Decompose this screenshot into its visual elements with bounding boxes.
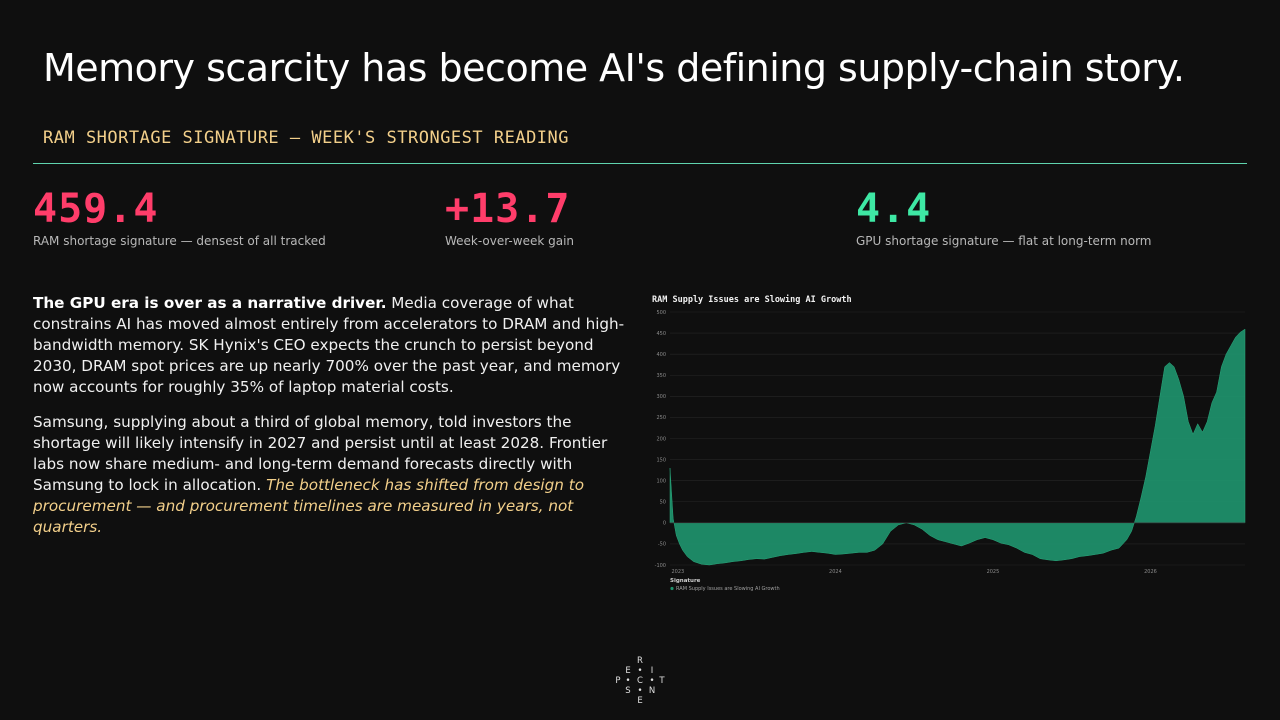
kpi-week-gain: +13.7 Week-over-week gain <box>445 186 574 248</box>
logo-letter-p: P <box>615 676 621 686</box>
logo-letter-e2: E <box>637 696 643 706</box>
paragraph-2: Samsung, supplying about a third of glob… <box>33 412 633 538</box>
x-tick-label: 2025 <box>987 569 1000 575</box>
kpi-gpu-value: 4.4 <box>856 186 932 232</box>
paragraph-1-text: Media coverage of what constrains AI has… <box>33 294 625 396</box>
kpi-gpu-caption: GPU shortage signature — flat at long-te… <box>856 234 1152 248</box>
kpi-gain-caption: Week-over-week gain <box>445 234 575 248</box>
y-tick-label: 150 <box>656 457 666 463</box>
y-tick-label: 200 <box>656 436 666 442</box>
y-tick-label: -50 <box>658 542 666 548</box>
ram-supply-chart: RAM Supply Issues are Slowing AI Growth -… <box>648 290 1248 595</box>
logo-letter-n: N <box>648 686 656 696</box>
logo-letter-s: S <box>625 686 631 696</box>
kpi-ram-caption: RAM shortage signature — densest of all … <box>33 234 326 248</box>
y-tick-label: 450 <box>656 331 666 337</box>
x-tick-label: 2023 <box>672 569 685 575</box>
paragraph-2-text: Samsung, supplying about a third of glob… <box>33 413 608 494</box>
section-divider <box>33 163 1247 164</box>
legend-entry: RAM Supply Issues are Slowing AI Growth <box>676 586 780 592</box>
paragraph-1: The GPU era is over as a narrative drive… <box>33 293 633 398</box>
kpi-gain-value: +13.7 <box>445 186 571 232</box>
kpi-gpu-shortage: 4.4 GPU shortage signature — flat at lon… <box>856 186 1152 248</box>
legend-swatch <box>670 586 674 591</box>
x-tick-label: 2026 <box>1144 569 1157 575</box>
body-text: The GPU era is over as a narrative drive… <box>33 293 633 552</box>
y-tick-label: 0 <box>663 521 666 527</box>
y-tick-label: -100 <box>655 563 666 569</box>
logo-dot: • <box>637 666 643 676</box>
chart-title: RAM Supply Issues are Slowing AI Growth <box>652 294 852 305</box>
logo-letter-e: E <box>625 666 631 676</box>
y-tick-label: 400 <box>656 352 666 358</box>
kpi-ram-shortage: 459.4 RAM shortage signature — densest o… <box>33 186 326 248</box>
logo-dot: • <box>649 676 655 686</box>
paragraph-1-lead: The GPU era is over as a narrative drive… <box>33 294 387 312</box>
slide-title: Memory scarcity has become AI's defining… <box>43 46 1185 90</box>
kpi-ram-value: 459.4 <box>33 186 159 232</box>
logo-letter-c: C <box>637 676 643 686</box>
y-tick-label: 50 <box>660 500 666 506</box>
y-tick-label: 350 <box>656 373 666 379</box>
y-tick-label: 100 <box>656 478 666 484</box>
logo-letter-t: T <box>659 676 665 686</box>
chart-canvas: RAM Supply Issues are Slowing AI Growth -… <box>652 294 1246 592</box>
logo-letter-i: I <box>650 666 654 676</box>
y-tick-label: 500 <box>656 310 666 316</box>
x-tick-label: 2024 <box>829 569 842 575</box>
y-tick-label: 300 <box>656 394 666 400</box>
y-tick-label: 250 <box>656 415 666 421</box>
logo-dot: • <box>637 686 643 696</box>
logo-letter-r: R <box>637 656 643 666</box>
series-area-ram-supply <box>669 328 1246 566</box>
paragraph-2-emphasis: The bottleneck has shifted from design t… <box>33 476 584 536</box>
section-label: RAM SHORTAGE SIGNATURE — WEEK'S STRONGES… <box>43 128 570 148</box>
brand-logo: R E • I P • C • T S • N E <box>612 655 668 706</box>
legend-title: Signature <box>670 578 701 584</box>
logo-dot: • <box>625 676 631 686</box>
